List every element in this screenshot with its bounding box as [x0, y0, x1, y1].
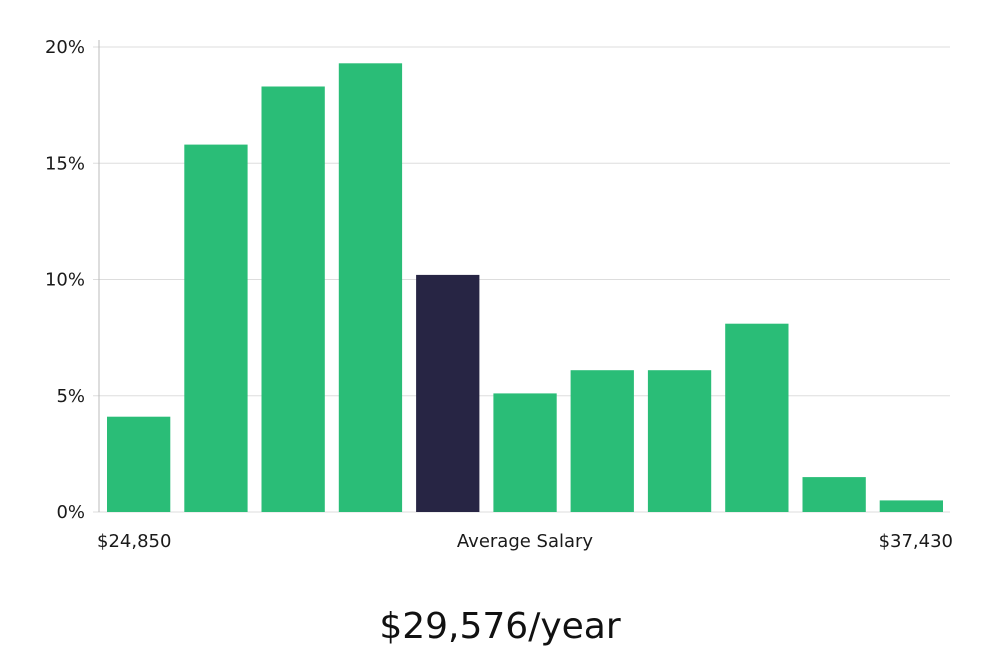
- salary-distribution-chart: 0% 5% 10% 15% 20% $24,850 Average Salary $37…: [45, 37, 953, 552]
- bar: [493, 393, 557, 512]
- bar: [107, 416, 171, 512]
- bar: [570, 370, 634, 512]
- bar: [725, 323, 789, 512]
- bar: [338, 63, 403, 513]
- y-tick-label: 20%: [45, 37, 85, 58]
- average-salary-value: $29,576/year: [379, 606, 621, 647]
- bar: [647, 370, 712, 512]
- bars: [107, 63, 943, 513]
- y-tick-label: 10%: [45, 270, 85, 291]
- x-axis-max-label: $37,430: [879, 531, 953, 552]
- y-tick-label: 0%: [56, 502, 85, 523]
- y-tick-label: 15%: [45, 153, 85, 174]
- bar: [879, 500, 943, 512]
- bar-average-salary: [416, 274, 480, 512]
- y-axis-ticks: 0% 5% 10% 15% 20%: [45, 37, 85, 523]
- y-tick-label: 5%: [56, 386, 85, 407]
- bar: [802, 477, 866, 512]
- bar: [261, 86, 325, 512]
- x-axis-min-label: $24,850: [97, 531, 171, 552]
- x-axis-title: Average Salary: [457, 531, 594, 552]
- bar: [184, 144, 248, 512]
